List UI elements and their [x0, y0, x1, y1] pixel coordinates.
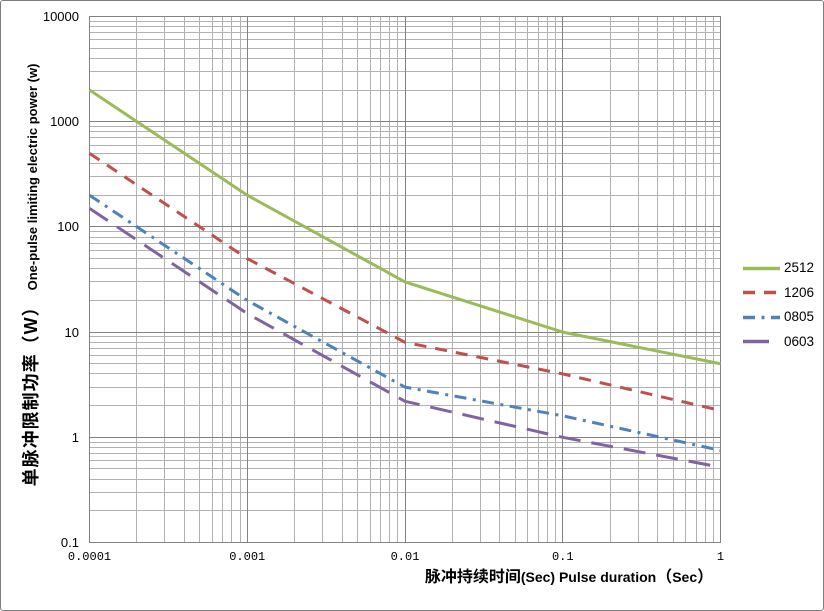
y-tick-1000: 1000 [50, 114, 79, 130]
legend-label-2512: 2512 [784, 260, 815, 276]
series-line-1206 [88, 152, 721, 412]
legend-label-1206: 1206 [784, 284, 815, 300]
x-tick-0.0001: 0.0001 [67, 550, 112, 564]
x-tick-0.01: 0.01 [390, 550, 420, 564]
legend-label-0603: 0603 [784, 333, 815, 349]
y-tick-10: 10 [64, 324, 79, 340]
x-tick-0.1: 0.1 [551, 550, 574, 564]
plot-area-border [89, 16, 721, 543]
series-line-0603 [88, 207, 721, 469]
legend-label-0805: 0805 [784, 309, 815, 325]
legend-item-2512: 2512 [742, 256, 814, 281]
chart-legend: 2512 1206 0805 0603 [742, 256, 814, 354]
x-axis-title-sec: Sec [672, 569, 698, 585]
x-tick-0.001: 0.001 [229, 550, 266, 564]
y-tick-100: 100 [57, 219, 79, 235]
y-tick-1: 1 [71, 429, 79, 445]
legend-item-1206: 1206 [742, 281, 814, 306]
x-axis-title-chinese: 脉冲持续时间 [424, 563, 521, 587]
series-line-2512 [88, 88, 721, 366]
x-axis-title-english: (Sec) Pulse duration [520, 569, 657, 585]
legend-item-0805: 0805 [742, 305, 814, 330]
y-axis-title: 单脉冲限制功率（W） One-pulse limiting electric po… [17, 38, 43, 512]
y-tick-10000: 10000 [42, 9, 79, 24]
y-axis-title-english: One-pulse limiting electric power (w) [25, 63, 40, 291]
x-tick-1: 1 [716, 550, 725, 564]
y-axis-title-chinese: 单脉冲限制功率（W） [17, 297, 43, 487]
legend-item-0603: 0603 [742, 330, 814, 355]
series-lines [88, 88, 721, 469]
y-tick-0.1: 0.1 [60, 535, 79, 550]
x-axis-title: 脉冲持续时间(Sec) Pulse duration（Sec） [399, 565, 739, 587]
x-axis-title-paren-close: ） [697, 563, 714, 587]
x-axis-title-paren-open: （ [656, 563, 673, 587]
series-line-0805 [88, 193, 721, 452]
